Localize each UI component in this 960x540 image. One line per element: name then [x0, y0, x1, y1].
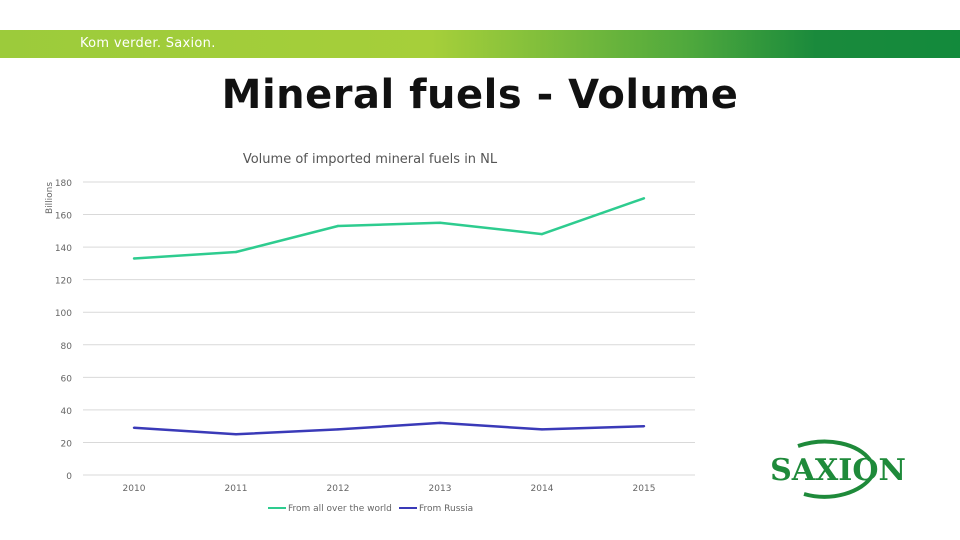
x-tick-label: 2014: [531, 484, 554, 494]
data-point-russia: [438, 421, 442, 425]
chart-title: Volume of imported mineral fuels in NL: [242, 152, 498, 167]
data-point-world: [540, 232, 544, 236]
x-tick-label: 2011: [225, 484, 248, 494]
data-point-russia: [234, 433, 238, 436]
data-point-russia: [642, 424, 646, 428]
y-tick-label: 80: [61, 342, 73, 352]
y-axis-label: Billions: [45, 182, 55, 214]
y-tick-label: 60: [61, 374, 73, 384]
x-tick-label: 2015: [633, 484, 656, 494]
saxion-logo: SAXION: [770, 439, 906, 499]
data-point-world: [642, 197, 646, 200]
y-tick-label: 180: [55, 179, 72, 189]
y-tick-label: 160: [55, 212, 72, 222]
data-point-russia: [336, 428, 340, 431]
data-point-world: [438, 221, 442, 224]
logo-text: SAXION: [770, 453, 906, 488]
legend-label-world: From all over the world: [288, 504, 392, 514]
tagline: Kom verder. Saxion.: [80, 36, 216, 51]
data-point-russia: [132, 426, 136, 429]
y-tick-label: 100: [55, 309, 72, 319]
x-tick-label: 2012: [327, 484, 350, 494]
top-banner: [0, 30, 960, 58]
data-point-world: [234, 250, 238, 254]
x-tick-label: 2013: [429, 484, 452, 494]
slide-title: Mineral fuels - Volume: [221, 72, 739, 118]
y-tick-label: 0: [66, 472, 72, 482]
legend-label-russia: From Russia: [419, 504, 473, 514]
series-line-russia: [133, 421, 645, 436]
logo-swoosh-icon: [797, 439, 874, 499]
series-line-world: [133, 197, 645, 260]
data-point-world: [132, 257, 136, 260]
y-tick-label: 140: [55, 244, 72, 254]
y-tick-label: 120: [55, 277, 72, 287]
x-tick-label: 2010: [123, 484, 146, 494]
y-tick-label: 40: [61, 407, 73, 417]
data-point-world: [336, 224, 340, 228]
y-tick-label: 20: [61, 439, 73, 449]
data-point-russia: [540, 428, 544, 431]
